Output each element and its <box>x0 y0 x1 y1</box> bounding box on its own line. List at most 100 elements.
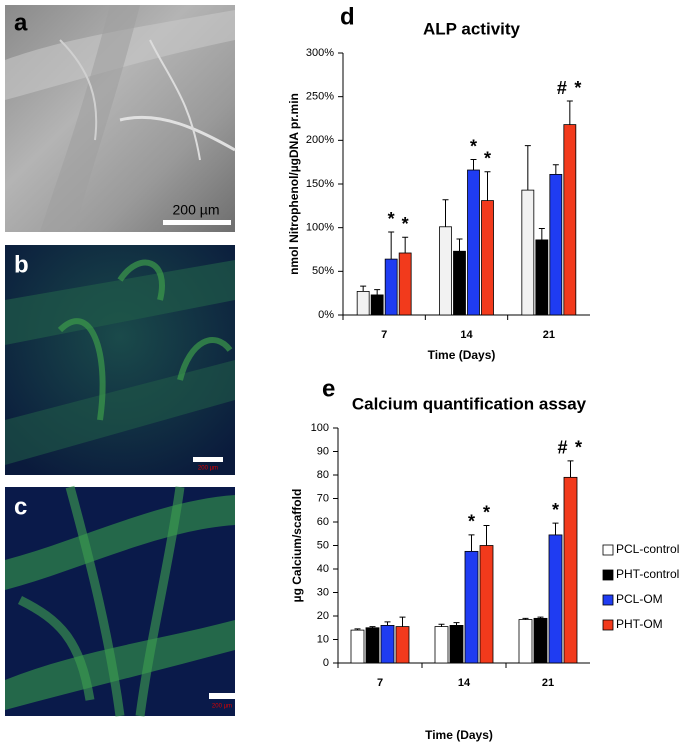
y-tick-label: 80 <box>317 469 329 481</box>
error-bar <box>483 525 490 546</box>
bar <box>481 200 494 316</box>
x-tick-label: 7 <box>377 677 383 689</box>
annotation: # <box>557 438 567 458</box>
error-bar <box>438 623 445 627</box>
bar <box>464 550 479 664</box>
x-tick-label: 14 <box>458 677 471 689</box>
bar <box>518 619 533 664</box>
error-bar <box>552 164 559 175</box>
error-bar <box>567 460 574 478</box>
y-tick-label: 0% <box>318 309 334 321</box>
y-tick-label: 70 <box>317 492 329 504</box>
bar <box>434 626 449 664</box>
fluorescence-image <box>5 245 235 475</box>
y-tick-label: 300% <box>306 47 334 59</box>
bar <box>453 250 466 316</box>
panel-label: b <box>14 251 29 278</box>
bar <box>365 627 380 664</box>
annotation: * <box>575 438 582 458</box>
bar <box>549 173 563 316</box>
panel-label: a <box>14 9 28 36</box>
bar <box>350 629 365 664</box>
error-bar <box>384 621 391 626</box>
bar <box>563 476 578 664</box>
scale-label: 200 µm <box>212 704 232 710</box>
bar <box>521 189 535 316</box>
y-axis-label: nmol Nitrophenol/µgDNA pr.min <box>287 93 301 275</box>
bar <box>398 252 412 316</box>
bar <box>535 239 549 316</box>
error-bar <box>566 100 573 125</box>
y-tick-label: 250% <box>306 91 334 103</box>
y-tick-label: 0 <box>323 657 329 669</box>
legend-label: PHT-OM <box>616 617 663 631</box>
y-tick-label: 150% <box>306 178 334 190</box>
error-bar <box>537 616 544 619</box>
bar <box>467 169 480 316</box>
x-tick-label: 7 <box>381 329 387 341</box>
bar <box>380 625 395 664</box>
x-tick-label: 21 <box>543 329 555 341</box>
annotation: * <box>484 149 491 169</box>
error-bar <box>402 236 409 253</box>
bar <box>563 124 577 316</box>
error-bar <box>453 622 460 626</box>
legend-swatch <box>602 569 614 581</box>
bar <box>370 294 384 316</box>
bar <box>384 258 398 316</box>
chart-title: Calcium quantification assay <box>352 394 587 413</box>
x-axis-label: Time (Days) <box>425 728 493 742</box>
x-tick-label: 21 <box>542 677 554 689</box>
bar <box>548 534 563 664</box>
error-bar <box>456 238 463 252</box>
annotation: * <box>574 78 581 98</box>
bar <box>439 226 452 316</box>
y-tick-label: 50% <box>312 265 334 277</box>
error-bar <box>468 534 475 552</box>
y-tick-label: 100% <box>306 222 334 234</box>
error-bar <box>442 199 449 227</box>
y-axis-label: µg Calcium/scaffold <box>290 489 304 603</box>
legend-swatch <box>602 619 614 631</box>
annotation: * <box>468 512 475 532</box>
legend-label: PCL-OM <box>616 592 663 606</box>
bar <box>479 545 494 664</box>
y-tick-label: 10 <box>317 633 329 645</box>
scale-label: 200 µm <box>198 466 218 472</box>
error-bar <box>522 617 529 620</box>
legend-label: PHT-control <box>616 567 679 581</box>
y-tick-label: 60 <box>317 516 329 528</box>
legend-swatch <box>602 594 614 606</box>
annotation: * <box>388 209 395 229</box>
scale-label: 200 µm <box>173 202 220 218</box>
error-bar <box>552 522 559 535</box>
error-bar <box>354 628 361 631</box>
y-tick-label: 20 <box>317 610 329 622</box>
x-tick-label: 14 <box>460 329 473 341</box>
error-bar <box>538 228 545 240</box>
fluorescence-image <box>5 485 236 717</box>
bar <box>356 291 370 316</box>
error-bar <box>388 231 395 260</box>
error-bar <box>399 616 406 627</box>
panel-label: d <box>340 3 355 30</box>
y-tick-label: 40 <box>317 563 329 575</box>
error-bar <box>369 626 376 628</box>
legend-label: PCL-control <box>616 542 679 556</box>
panel-label: c <box>14 493 27 520</box>
y-tick-label: 100 <box>311 422 329 434</box>
annotation: # <box>557 78 567 98</box>
error-bar <box>484 171 491 201</box>
annotation: * <box>552 500 559 520</box>
x-axis-label: Time (Days) <box>428 348 496 362</box>
annotation: * <box>402 214 409 234</box>
sem-image <box>5 5 236 232</box>
y-tick-label: 90 <box>317 445 329 457</box>
panel-label: e <box>322 375 335 402</box>
error-bar <box>360 285 367 292</box>
bar <box>449 625 464 664</box>
chart-title: ALP activity <box>423 19 521 38</box>
legend-swatch <box>602 544 614 556</box>
error-bar <box>524 145 531 191</box>
